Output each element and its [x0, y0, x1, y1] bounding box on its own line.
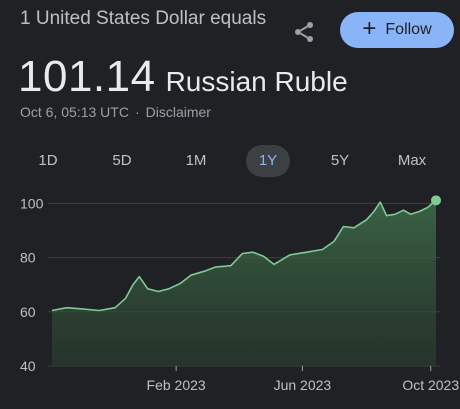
range-tab-5y[interactable]: 5Y: [330, 152, 350, 169]
data-point: [97, 308, 101, 312]
range-tab-5d[interactable]: 5D: [112, 152, 132, 169]
data-point: [401, 208, 405, 212]
exchange-rate-value: 101.14: [18, 52, 156, 101]
data-point: [378, 200, 382, 204]
current-price-marker[interactable]: [431, 195, 441, 206]
time-range-selector: 1D 5D 1M 1Y 5Y Max: [20, 145, 450, 177]
data-point: [178, 281, 182, 285]
share-icon: [295, 22, 313, 42]
data-point: [213, 265, 217, 269]
data-point: [409, 212, 413, 216]
data-point: [251, 250, 255, 254]
data-point: [320, 247, 324, 251]
data-point: [137, 275, 141, 279]
x-tick-label: Oct 2023: [402, 377, 459, 393]
data-point: [393, 212, 397, 216]
y-tick-label: 100: [20, 195, 44, 211]
data-point: [332, 239, 336, 243]
data-point: [229, 264, 233, 268]
data-point: [352, 226, 356, 230]
data-point: [124, 296, 128, 300]
share-button[interactable]: [286, 14, 322, 50]
rate-meta: Oct 6, 05:13 UTC · Disclaimer: [20, 104, 211, 120]
timestamp: Oct 6, 05:13 UTC: [20, 104, 129, 120]
data-point: [365, 218, 369, 222]
range-tab-1y[interactable]: 1Y: [246, 145, 290, 177]
price-chart[interactable]: 40 60 80 100 Feb 2023 Jun 2023 Oct 2023: [0, 190, 460, 409]
follow-button[interactable]: + Follow: [340, 12, 454, 48]
data-point: [82, 307, 86, 311]
x-tick-label: Jun 2023: [274, 377, 332, 393]
data-point: [50, 308, 54, 312]
conversion-subtitle: 1 United States Dollar equals: [20, 8, 267, 29]
data-point: [113, 306, 117, 310]
data-point: [272, 262, 276, 266]
x-tick-label: Feb 2023: [147, 377, 206, 393]
target-currency: Russian Ruble: [165, 66, 348, 97]
follow-label: Follow: [385, 21, 432, 38]
data-point: [305, 250, 309, 254]
y-tick-label: 40: [20, 358, 36, 374]
data-point: [167, 287, 171, 291]
y-tick-label: 60: [20, 304, 36, 320]
price-line: [51, 199, 437, 312]
price-row: 101.14 Russian Ruble: [18, 52, 348, 102]
range-tab-max[interactable]: Max: [397, 152, 427, 169]
data-point: [288, 253, 292, 257]
data-point: [417, 210, 421, 214]
data-point: [261, 254, 265, 258]
data-point: [385, 214, 389, 218]
data-point: [65, 306, 69, 310]
data-point: [131, 283, 135, 287]
data-point: [240, 252, 244, 256]
y-tick-label: 80: [20, 250, 36, 266]
data-point: [203, 269, 207, 273]
data-point: [156, 289, 160, 293]
plus-icon: +: [362, 15, 377, 42]
disclaimer-link[interactable]: Disclaimer: [145, 104, 211, 120]
price-area: [52, 200, 436, 366]
meta-separator: ·: [134, 104, 140, 120]
data-point: [146, 287, 150, 291]
range-tab-1d[interactable]: 1D: [38, 152, 58, 169]
range-tab-1m[interactable]: 1M: [185, 152, 207, 169]
data-point: [426, 205, 430, 209]
data-point: [189, 273, 193, 277]
data-point: [341, 224, 345, 228]
data-point: [372, 210, 376, 214]
